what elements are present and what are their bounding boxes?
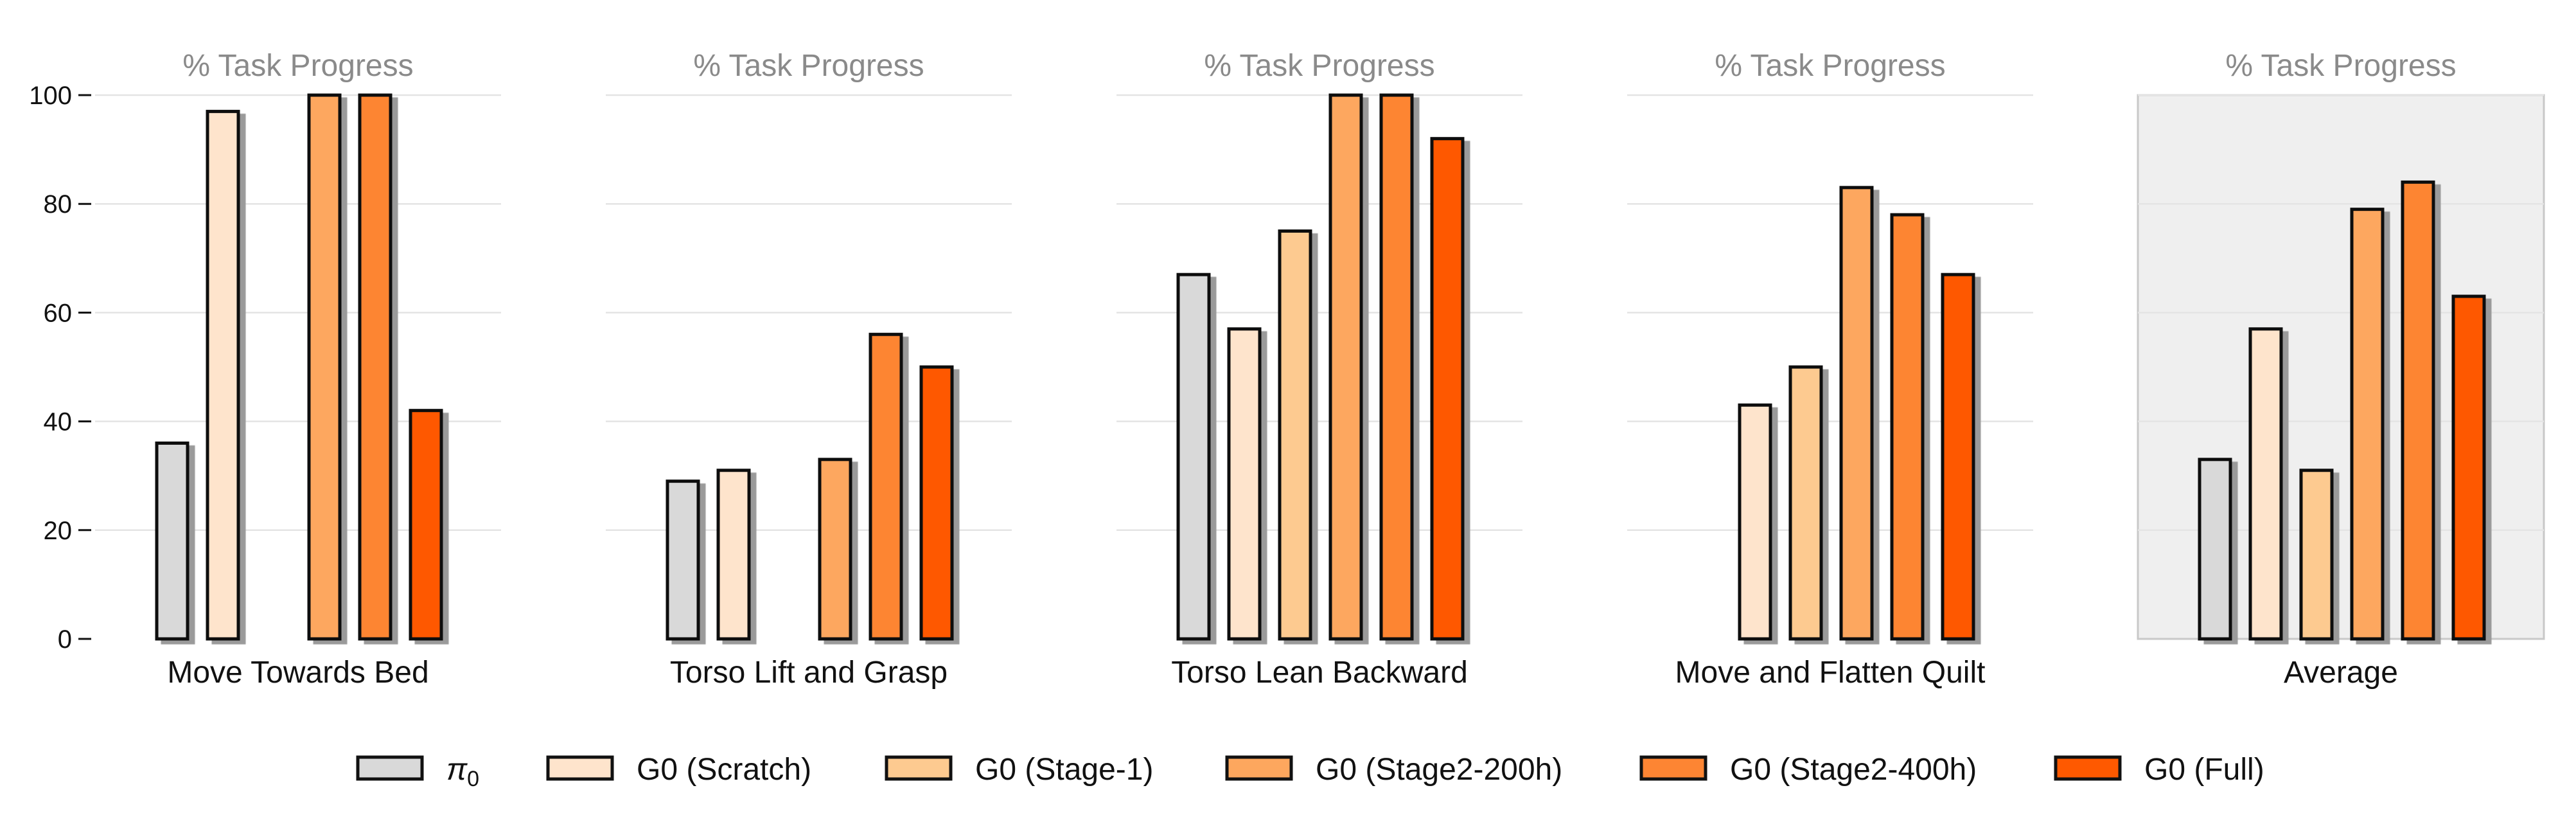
bar-torso-lean-backward-g0-full <box>1430 137 1465 641</box>
legend-label-g0-stage2-200h: G0 (Stage2-200h) <box>1316 753 1562 787</box>
bar-move-and-flatten-quilt-g0-stage-1 <box>1788 365 1823 641</box>
legend-swatch-0 <box>356 755 424 781</box>
bar-average-g0-stage-1 <box>2299 469 2334 641</box>
legend-swatch-g0-stage2-200h <box>1225 755 1293 781</box>
bar-average-g0-stage2-400h <box>2401 180 2435 641</box>
panel-subtitle: % Task Progress <box>1715 49 1945 83</box>
bar-move-and-flatten-quilt-g0-full <box>1941 273 1975 641</box>
legend-swatch-g0-stage-1 <box>885 755 953 781</box>
category-label-torso-lift-and-grasp: Torso Lift and Grasp <box>670 656 948 690</box>
y-tick-label: 20 <box>44 517 73 545</box>
panel-subtitle: % Task Progress <box>693 49 924 83</box>
y-tick-label: 40 <box>44 408 73 436</box>
bar-move-and-flatten-quilt-g0-stage2-400h <box>1890 213 1925 641</box>
legend-label-g0-stage2-400h: G0 (Stage2-400h) <box>1730 753 1977 787</box>
bar-average-g0-scratch <box>2248 327 2283 641</box>
text-layer: % Task Progress Move Towards Bed % Task Pr… <box>29 49 2456 690</box>
category-label-average: Average <box>2284 656 2398 690</box>
legend-label-g0-stage-1: G0 (Stage-1) <box>975 753 1153 787</box>
bar-torso-lift-and-grasp-g0-stage2-200h <box>818 458 852 641</box>
bar-move-and-flatten-quilt-g0-stage2-200h <box>1839 186 1874 641</box>
bar-torso-lean-backward-0 <box>1176 273 1211 641</box>
bar-torso-lift-and-grasp-0 <box>666 479 700 641</box>
legend-label-0: π0 <box>446 753 479 791</box>
bar-torso-lean-backward-g0-scratch <box>1227 327 1262 641</box>
bars-layer <box>155 93 2486 641</box>
y-tick-label: 0 <box>58 625 72 654</box>
y-tick-label: 60 <box>44 299 73 327</box>
legend-swatch-g0-stage2-400h <box>1639 755 1707 781</box>
category-label-torso-lean-backward: Torso Lean Backward <box>1171 656 1468 690</box>
legend: π0 G0 (Scratch) G0 (Stage-1) G0 (Stage2-200… <box>356 753 2264 791</box>
legend-swatch-g0-full <box>2054 755 2122 781</box>
category-label-move-and-flatten-quilt: Move and Flatten Quilt <box>1675 656 1986 690</box>
y-tick-label: 100 <box>29 82 72 110</box>
bar-average-g0-full <box>2451 294 2486 641</box>
bar-average-g0-stage2-200h <box>2350 208 2385 641</box>
legend-label-g0-scratch: G0 (Scratch) <box>637 753 811 787</box>
legend-swatch-g0-scratch <box>546 755 614 781</box>
bar-move-towards-bed-g0-stage2-400h <box>358 93 393 641</box>
bar-move-towards-bed-0 <box>155 441 190 641</box>
bar-move-towards-bed-g0-stage2-200h <box>307 93 342 641</box>
bar-torso-lean-backward-g0-stage2-200h <box>1328 93 1363 641</box>
bar-move-towards-bed-g0-scratch <box>206 109 240 641</box>
y-tick-label: 80 <box>44 190 73 219</box>
bar-torso-lift-and-grasp-g0-scratch <box>716 469 751 641</box>
bar-move-and-flatten-quilt-g0-scratch <box>1738 403 1772 641</box>
bar-torso-lean-backward-g0-stage2-400h <box>1379 93 1414 641</box>
bar-torso-lean-backward-g0-stage-1 <box>1278 229 1312 641</box>
panel-subtitle: % Task Progress <box>2225 49 2456 83</box>
bar-move-towards-bed-g0-full <box>409 409 443 641</box>
bar-torso-lift-and-grasp-g0-stage2-400h <box>869 332 903 641</box>
category-label-move-towards-bed: Move Towards Bed <box>167 656 428 690</box>
panel-subtitle: % Task Progress <box>1204 49 1434 83</box>
panel-subtitle: % Task Progress <box>182 49 413 83</box>
bar-torso-lift-and-grasp-g0-full <box>919 365 954 641</box>
legend-label-g0-full: G0 (Full) <box>2144 753 2264 787</box>
bar-average-0 <box>2198 458 2232 641</box>
